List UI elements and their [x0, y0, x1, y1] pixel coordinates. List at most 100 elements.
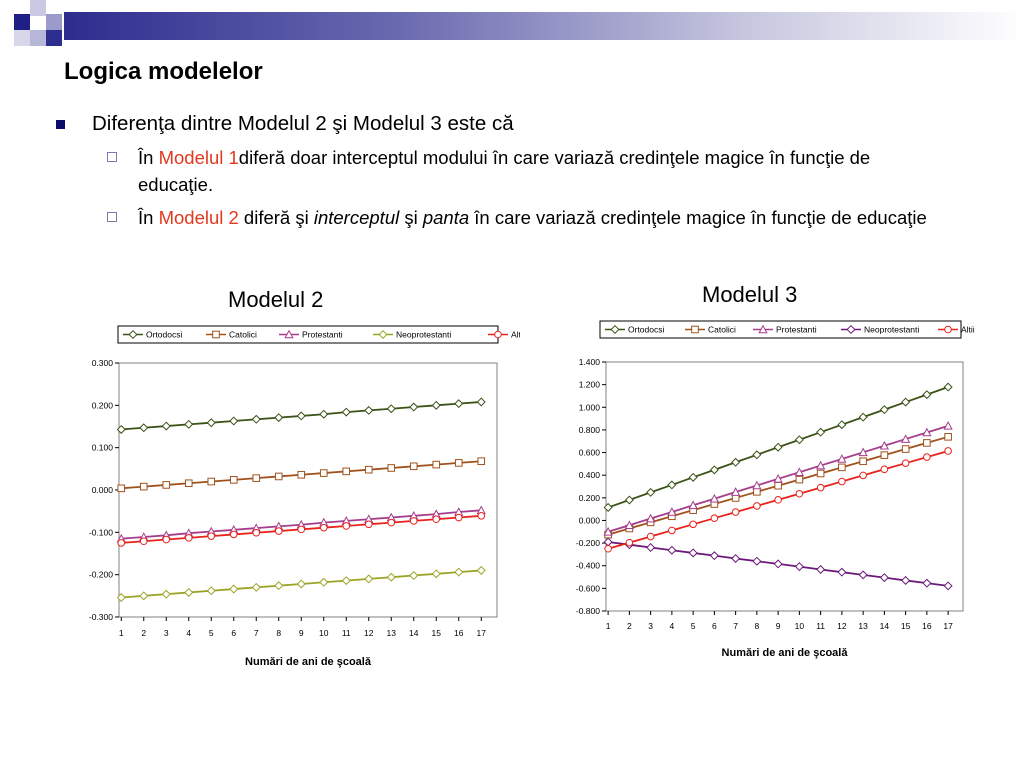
data-point-neoprotestanti [837, 567, 847, 577]
data-point-ortodocsi [646, 487, 656, 497]
data-point-ortodocsi [139, 423, 149, 433]
data-point-ortodocsi [296, 411, 306, 421]
legend-label-neoprotestanti: Neoprotestanti [396, 330, 451, 340]
data-point-altii [342, 522, 351, 530]
data-point-altii [774, 496, 782, 504]
data-point-neoprotestanti [386, 572, 396, 582]
data-point-catolici [774, 481, 782, 490]
data-point-neoprotestanti [709, 551, 719, 561]
data-point-catolici [297, 470, 306, 479]
data-point-protestanti [688, 500, 698, 510]
data-point-neoprotestanti [858, 570, 868, 580]
square-bullet-icon [56, 120, 65, 129]
data-point-catolici [901, 445, 910, 453]
data-point-ortodocsi [409, 402, 419, 412]
plot-area [118, 362, 498, 618]
data-point-altii [297, 525, 306, 534]
bullet-main: Diferenţa dintre Modelul 2 şi Modelul 3 … [50, 110, 970, 138]
data-point-neoprotestanti [184, 587, 194, 597]
data-point-catolici [207, 477, 216, 486]
y-tick-label: -0.400 [576, 561, 600, 571]
data-point-ortodocsi [943, 382, 953, 392]
data-point-ortodocsi [603, 502, 613, 512]
sub2-red: Modelul 2 [158, 207, 239, 228]
data-point-neoprotestanti [922, 578, 932, 588]
data-point-protestanti [752, 480, 762, 490]
data-point-catolici [342, 467, 351, 476]
data-point-altii [387, 518, 396, 527]
x-tick-label: 9 [299, 628, 304, 638]
bullet-main-text: Diferenţa dintre Modelul 2 şi Modelul 3 … [92, 112, 514, 135]
y-tick-label: 0.200 [92, 400, 114, 410]
data-point-ortodocsi [624, 495, 634, 505]
chart-model3: 1.400 1.200 1.000 0.800 0.600 0.400 0.200 0.000… [576, 320, 975, 659]
data-point-neoprotestanti [251, 582, 261, 592]
legend-marker-altii [944, 325, 952, 334]
data-point-altii [859, 471, 867, 480]
x-tick-label: 14 [880, 621, 890, 631]
data-point-neoprotestanti [454, 567, 464, 577]
deco-square-light-1 [30, 0, 46, 16]
data-point-catolici [252, 474, 261, 482]
x-tick-label: 15 [901, 621, 911, 631]
data-point-altii [753, 502, 761, 510]
x-axis-label: Numări de ani de şcoală [722, 647, 849, 659]
x-tick-label: 4 [186, 628, 191, 638]
y-tick-label: -0.200 [576, 538, 600, 548]
x-tick-label: 5 [691, 621, 696, 631]
data-point-catolici [859, 457, 867, 466]
x-tick-label: 6 [231, 628, 236, 638]
data-point-altii [229, 530, 238, 539]
data-point-altii [689, 520, 697, 529]
sub1-post: diferă doar interceptul modului în care … [138, 147, 871, 195]
y-tick-label: 1.000 [579, 402, 601, 412]
legend-label-altii: Altii [511, 330, 520, 340]
y-tick-label: -0.800 [576, 606, 600, 616]
data-point-catolici [409, 462, 418, 471]
data-point-catolici [139, 482, 148, 491]
bullet-list: Diferenţa dintre Modelul 2 şi Modelul 3 … [50, 110, 970, 231]
data-point-protestanti [773, 473, 783, 483]
y-tick-label: 0.400 [579, 470, 601, 480]
legend-marker-protestanti [758, 324, 768, 334]
legend-label-protestanti: Protestanti [776, 325, 817, 335]
data-point-ortodocsi [116, 424, 126, 434]
deco-square-navy-1 [14, 14, 30, 30]
y-tick-label: 0.800 [579, 425, 601, 435]
data-point-altii [668, 526, 676, 535]
data-point-protestanti [900, 434, 911, 443]
data-point-catolici [319, 469, 328, 477]
data-point-catolici [229, 476, 238, 484]
data-point-ortodocsi [879, 405, 889, 415]
data-point-altii [625, 538, 634, 547]
data-point-ortodocsi [773, 442, 783, 452]
chart-title-model2: Modelul 2 [228, 287, 324, 312]
data-point-neoprotestanti [646, 542, 656, 553]
data-point-altii [432, 515, 441, 524]
x-tick-label: 11 [342, 628, 351, 638]
y-tick-label: 0.300 [92, 358, 114, 368]
deco-square-light-2 [46, 14, 62, 30]
data-point-ortodocsi [752, 450, 762, 460]
data-point-altii [184, 534, 193, 542]
data-point-neoprotestanti [879, 573, 889, 583]
hollow-square-bullet-icon [107, 212, 117, 222]
data-point-ortodocsi [431, 400, 441, 410]
y-tick-label: 0.000 [579, 515, 601, 525]
data-point-catolici [944, 433, 952, 441]
x-tick-label: 1 [119, 628, 124, 638]
y-tick-label: -0.600 [576, 583, 600, 593]
chart-title-model3: Modelul 3 [702, 282, 798, 307]
legend-marker-altii [494, 330, 502, 339]
data-point-altii [409, 517, 418, 525]
x-tick-label: 8 [276, 628, 281, 638]
sub1-pre: În [138, 147, 159, 168]
data-point-protestanti [709, 493, 720, 503]
header-gradient-bar [64, 12, 1024, 40]
x-tick-label: 8 [755, 621, 760, 631]
x-tick-label: 16 [454, 628, 464, 638]
data-point-ortodocsi [161, 421, 171, 431]
legend-marker-protestanti [284, 329, 294, 339]
legend-label-neoprotestanti: Neoprotestanti [864, 325, 919, 335]
